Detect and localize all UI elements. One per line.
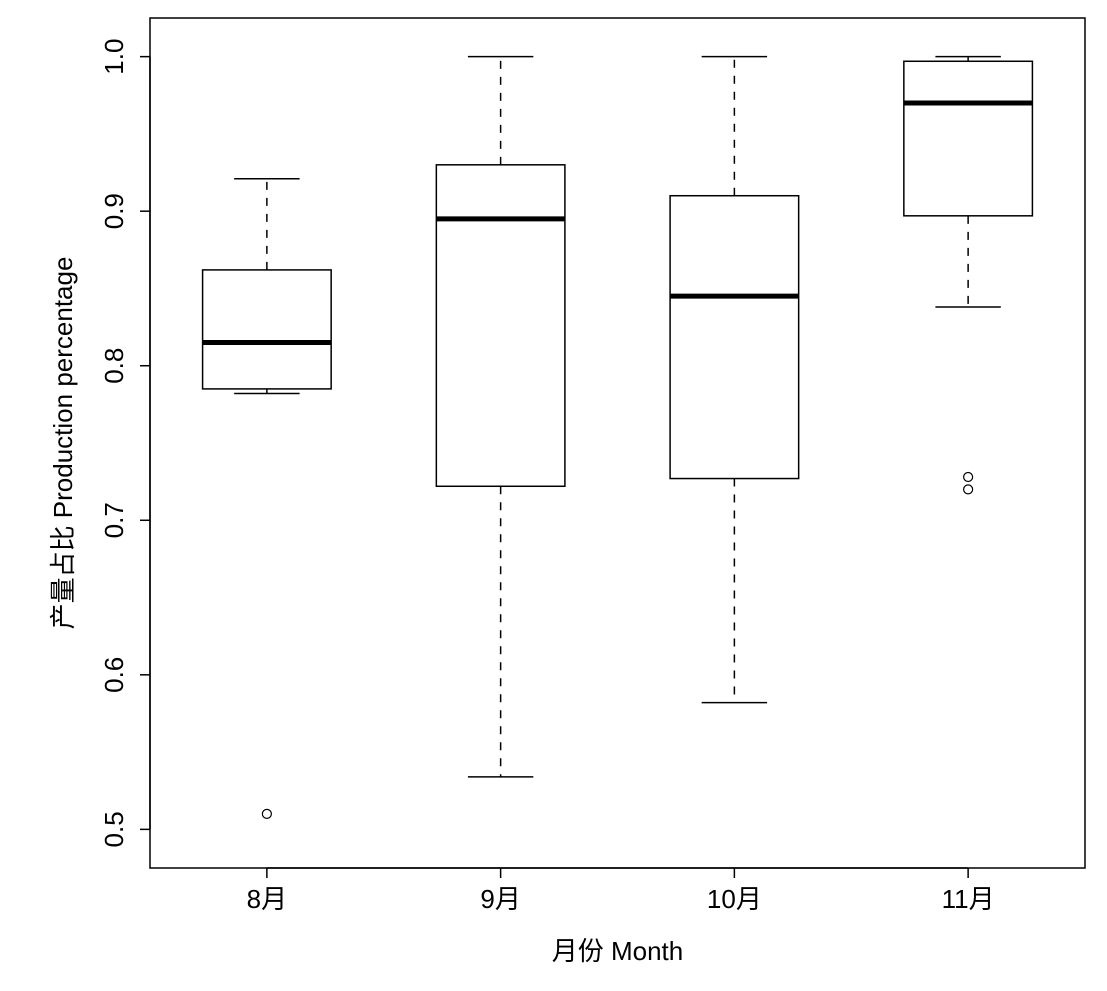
y-tick-label: 0.5 bbox=[99, 811, 129, 847]
y-tick-label-group: 0.9 bbox=[99, 193, 129, 229]
y-tick-label-group: 0.7 bbox=[99, 502, 129, 538]
y-tick-label: 0.8 bbox=[99, 348, 129, 384]
x-tick-label: 10月 bbox=[707, 884, 762, 914]
chart-svg: 0.5 0.6 0.7 0.8 0.9 1.0 产量占比 Production percen… bbox=[0, 0, 1107, 991]
y-axis-label-group: 产量占比 Production percentage bbox=[48, 257, 78, 630]
y-tick-label: 0.7 bbox=[99, 502, 129, 538]
box-rect bbox=[670, 196, 799, 479]
boxplot-chart: 0.5 0.6 0.7 0.8 0.9 1.0 产量占比 Production percen… bbox=[0, 0, 1107, 991]
y-axis-label: 产量占比 Production percentage bbox=[48, 257, 78, 630]
y-tick-label: 1.0 bbox=[99, 39, 129, 75]
box-rect bbox=[203, 270, 332, 389]
y-tick-label-group: 0.5 bbox=[99, 811, 129, 847]
y-tick-label-group: 1.0 bbox=[99, 39, 129, 75]
y-tick-label: 0.9 bbox=[99, 193, 129, 229]
x-tick-label: 9月 bbox=[480, 884, 520, 914]
y-tick-label: 0.6 bbox=[99, 657, 129, 693]
box-rect bbox=[904, 61, 1033, 216]
x-axis-label: 月份 Month bbox=[552, 936, 684, 966]
x-tick-label: 8月 bbox=[247, 884, 287, 914]
y-tick-label-group: 0.8 bbox=[99, 348, 129, 384]
box-rect bbox=[436, 165, 565, 486]
y-tick-label-group: 0.6 bbox=[99, 657, 129, 693]
x-tick-label: 11月 bbox=[942, 884, 995, 914]
